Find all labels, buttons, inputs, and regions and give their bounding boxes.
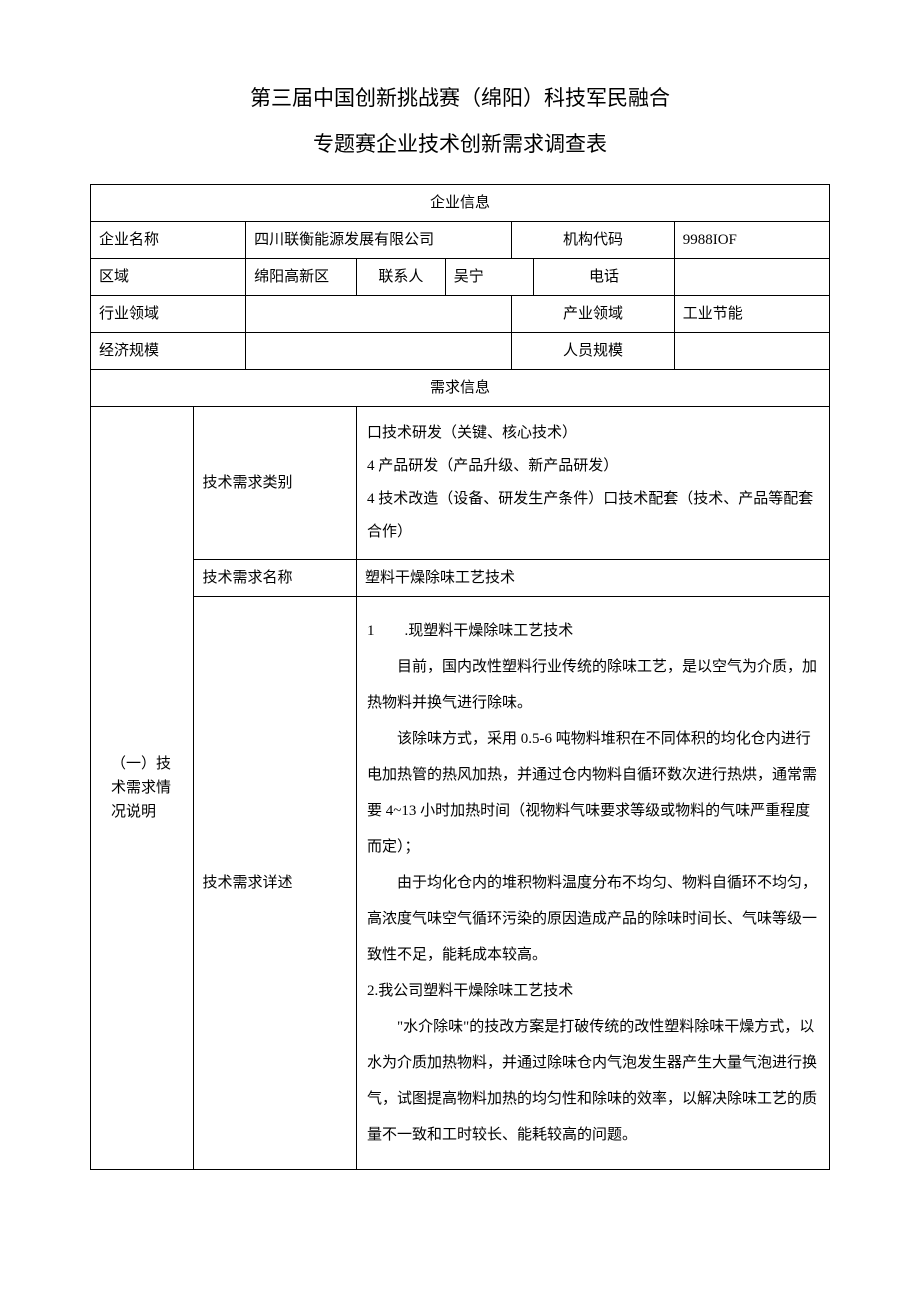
org-code-label: 机构代码	[512, 221, 675, 258]
table-row: 企业名称 四川联衡能源发展有限公司 机构代码 9988IOF	[91, 221, 830, 258]
demand-detail-value: 1 .现塑料干燥除味工艺技术 目前，国内改性塑料行业传统的除味工艺，是以空气为介…	[357, 596, 830, 1169]
industry-label: 行业领域	[91, 295, 246, 332]
sector-value: 工业节能	[674, 295, 829, 332]
contact-value: 吴宁	[445, 258, 534, 295]
demand-detail-label: 技术需求详述	[194, 596, 357, 1169]
region-value: 绵阳高新区	[246, 258, 357, 295]
detail-paragraph: 目前，国内改性塑料行业传统的除味工艺，是以空气为介质，加热物料并换气进行除味。	[367, 649, 819, 721]
econ-scale-label: 经济规模	[91, 332, 246, 369]
demand-category-value: 口技术研发（关键、核心技术） 4 产品研发（产品升级、新产品研发） 4 技术改造…	[357, 406, 830, 559]
company-name-label: 企业名称	[91, 221, 246, 258]
staff-scale-label: 人员规模	[512, 332, 675, 369]
table-row: （一）技术需求情况说明 技术需求类别 口技术研发（关键、核心技术） 4 产品研发…	[91, 406, 830, 559]
phone-label: 电话	[534, 258, 674, 295]
econ-scale-value	[246, 332, 512, 369]
table-row: 行业领域 产业领域 工业节能	[91, 295, 830, 332]
table-row: 需求信息	[91, 369, 830, 406]
contact-label: 联系人	[357, 258, 446, 295]
industry-value	[246, 295, 512, 332]
detail-paragraph: 1 .现塑料干燥除味工艺技术	[367, 613, 819, 649]
table-row: 技术需求名称 塑料干燥除味工艺技术	[91, 559, 830, 596]
detail-paragraph: 该除味方式，采用 0.5-6 吨物料堆积在不同体积的均化仓内进行电加热管的热风加…	[367, 721, 819, 865]
table-row: 区域 绵阳高新区 联系人 吴宁 电话	[91, 258, 830, 295]
detail-paragraph: 2.我公司塑料干燥除味工艺技术	[367, 973, 819, 1009]
org-code-value: 9988IOF	[674, 221, 829, 258]
detail-paragraph: 由于均化仓内的堆积物料温度分布不均匀、物料自循环不均匀，高浓度气味空气循环污染的…	[367, 865, 819, 973]
demand-info-header: 需求信息	[91, 369, 830, 406]
company-info-header: 企业信息	[91, 184, 830, 221]
table-row: 技术需求详述 1 .现塑料干燥除味工艺技术 目前，国内改性塑料行业传统的除味工艺…	[91, 596, 830, 1169]
company-name-value: 四川联衡能源发展有限公司	[246, 221, 512, 258]
demand-name-label: 技术需求名称	[194, 559, 357, 596]
detail-paragraph: "水介除味"的技改方案是打破传统的改性塑料除味干燥方式，以水为介质加热物料，并通…	[367, 1009, 819, 1153]
demand-row-label: （一）技术需求情况说明	[91, 406, 194, 1169]
region-label: 区域	[91, 258, 246, 295]
table-row: 经济规模 人员规模	[91, 332, 830, 369]
page-title-line2: 专题赛企业技术创新需求调查表	[90, 126, 830, 164]
staff-scale-value	[674, 332, 829, 369]
sector-label: 产业领域	[512, 295, 675, 332]
demand-category-label: 技术需求类别	[194, 406, 357, 559]
survey-table: 企业信息 企业名称 四川联衡能源发展有限公司 机构代码 9988IOF 区域 绵…	[90, 184, 830, 1170]
table-row: 企业信息	[91, 184, 830, 221]
page-title-line1: 第三届中国创新挑战赛（绵阳）科技军民融合	[90, 80, 830, 118]
demand-name-value: 塑料干燥除味工艺技术	[357, 559, 830, 596]
phone-value	[674, 258, 829, 295]
